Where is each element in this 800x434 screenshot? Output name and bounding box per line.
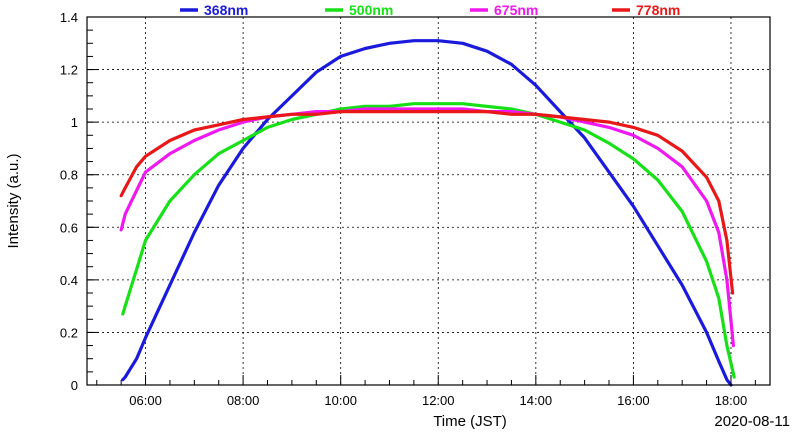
axes: 06:00 08:00 10:00 12:00 14:00 16:00 18:00 0 0.2 0… (60, 10, 756, 408)
y-tick-label: 0 (71, 378, 78, 393)
legend-label-675nm: 675nm (494, 2, 538, 18)
y-tick-label: 0.4 (60, 273, 78, 288)
y-tick-label: 0.2 (60, 325, 78, 340)
x-tick-label: 12:00 (422, 393, 455, 408)
x-tick-label: 06:00 (129, 393, 162, 408)
y-tick-label: 0.8 (60, 168, 78, 183)
date-label: 2020-08-11 (714, 413, 790, 430)
y-tick-label: 1.2 (60, 63, 78, 78)
y-axis-label: Intensity (a.u.) (5, 153, 22, 248)
x-axis-label: Time (JST) (433, 413, 507, 430)
y-tick-label: 1.4 (60, 10, 78, 25)
series-line-778nm (119, 110, 735, 295)
legend-label-778nm: 778nm (636, 2, 680, 18)
x-tick-label: 16:00 (617, 393, 650, 408)
series-line-368nm (121, 39, 733, 387)
x-tick-label: 18:00 (715, 393, 748, 408)
y-tick-label: 0.6 (60, 220, 78, 235)
legend-label-500nm: 500nm (349, 2, 393, 18)
x-tick-label: 08:00 (227, 393, 260, 408)
series-line-500nm (121, 102, 736, 379)
data-series (119, 39, 736, 387)
legend: 368nm 500nm 675nm 778nm (180, 2, 680, 18)
x-tick-label: 14:00 (520, 393, 553, 408)
legend-label-368nm: 368nm (204, 2, 248, 18)
y-tick-label: 1 (71, 115, 78, 130)
series-line-675nm (119, 107, 735, 348)
x-tick-label: 10:00 (324, 393, 357, 408)
